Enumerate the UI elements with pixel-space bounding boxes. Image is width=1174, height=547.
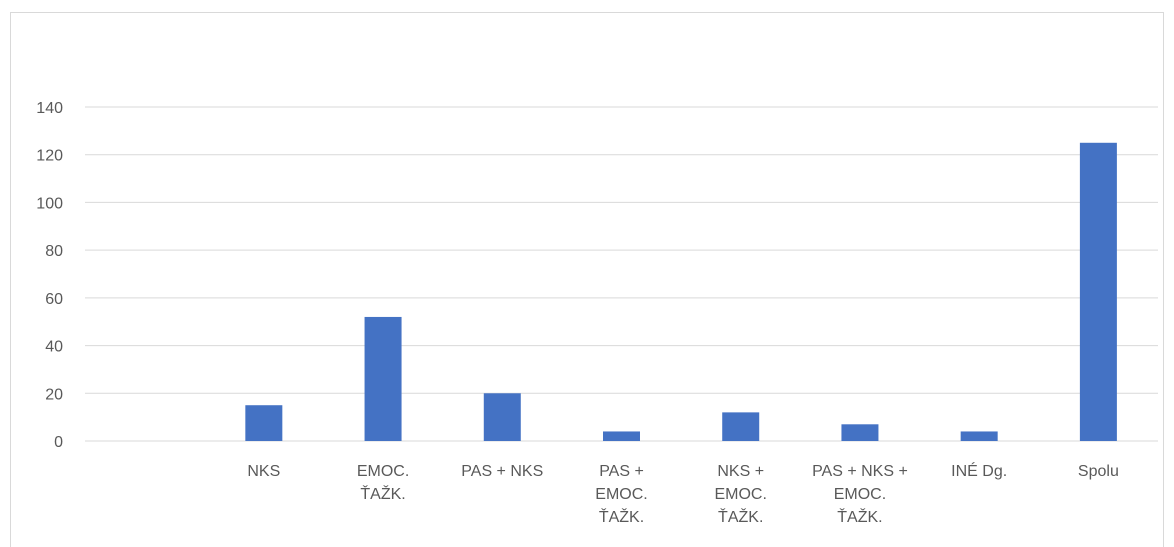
bar-8 xyxy=(1079,142,1117,442)
x-category-label: Spolu xyxy=(1078,463,1119,480)
bar-2 xyxy=(364,316,402,441)
x-category-label: PAS + NKS + EMOC. ŤAŽK. xyxy=(812,463,908,526)
bar-6 xyxy=(841,424,879,441)
bar-4 xyxy=(603,431,640,441)
x-category-label: INÉ Dg. xyxy=(951,461,1007,480)
y-axis-ticks: 0 20 40 60 80 100 120 140 xyxy=(36,100,63,451)
y-tick-label: 100 xyxy=(36,195,63,212)
x-category-label: NKS + EMOC. ŤAŽK. xyxy=(714,463,766,526)
chart-frame xyxy=(10,12,1164,547)
bar-7 xyxy=(960,431,998,441)
y-tick-label: 140 xyxy=(36,100,63,117)
bar-5 xyxy=(722,412,760,441)
x-category-label: NKS xyxy=(247,463,280,480)
bars xyxy=(245,142,1117,442)
x-category-label: PAS + EMOC. ŤAŽK. xyxy=(595,463,647,526)
y-tick-label: 0 xyxy=(54,434,63,451)
bar-1 xyxy=(245,405,283,441)
bar-3 xyxy=(483,393,521,441)
x-category-label: PAS + NKS xyxy=(461,463,543,480)
grid-layer xyxy=(85,106,1158,442)
y-tick-label: 120 xyxy=(36,148,63,165)
y-tick-label: 60 xyxy=(45,291,63,308)
y-tick-label: 80 xyxy=(45,243,63,260)
y-tick-label: 40 xyxy=(45,339,63,356)
x-category-label: EMOC. ŤAŽK. xyxy=(357,463,409,503)
x-axis-labels: NKS EMOC. ŤAŽK. PAS + NKS PAS + EMOC. ŤAŽK. NKS… xyxy=(247,461,1118,526)
y-tick-label: 20 xyxy=(45,386,63,403)
